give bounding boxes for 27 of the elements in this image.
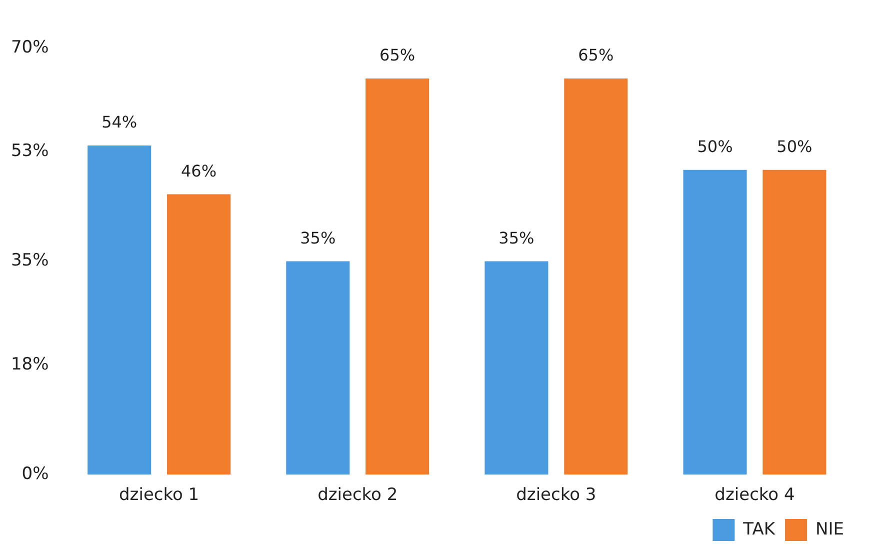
y-tick-label: 18% — [10, 354, 49, 374]
bar — [484, 261, 548, 475]
bar — [762, 170, 826, 475]
data-label: 46% — [180, 161, 217, 180]
x-tick-label: dziecko 2 — [318, 485, 398, 506]
data-label: 65% — [380, 46, 416, 65]
x-tick-label: dziecko 3 — [516, 485, 596, 506]
data-label: 35% — [498, 228, 534, 248]
bar — [366, 78, 430, 475]
y-tick-label: 70% — [10, 37, 49, 58]
bar — [167, 194, 231, 475]
data-label: 50% — [776, 137, 812, 156]
x-tick-label: dziecko 1 — [119, 485, 200, 506]
legend-label: TAK — [742, 519, 776, 540]
y-tick-label: 35% — [10, 250, 49, 271]
data-label: 65% — [578, 46, 614, 65]
y-tick-label: 53% — [10, 141, 49, 162]
data-label: 50% — [697, 137, 733, 156]
data-label: 35% — [300, 228, 336, 248]
bar — [286, 261, 350, 475]
legend-label: NIE — [816, 519, 844, 540]
data-label: 54% — [102, 112, 138, 132]
bar — [564, 78, 628, 475]
bar — [88, 146, 152, 475]
bar — [683, 170, 747, 475]
y-tick-label: 0% — [22, 464, 49, 484]
x-tick-label: dziecko 4 — [714, 485, 795, 506]
